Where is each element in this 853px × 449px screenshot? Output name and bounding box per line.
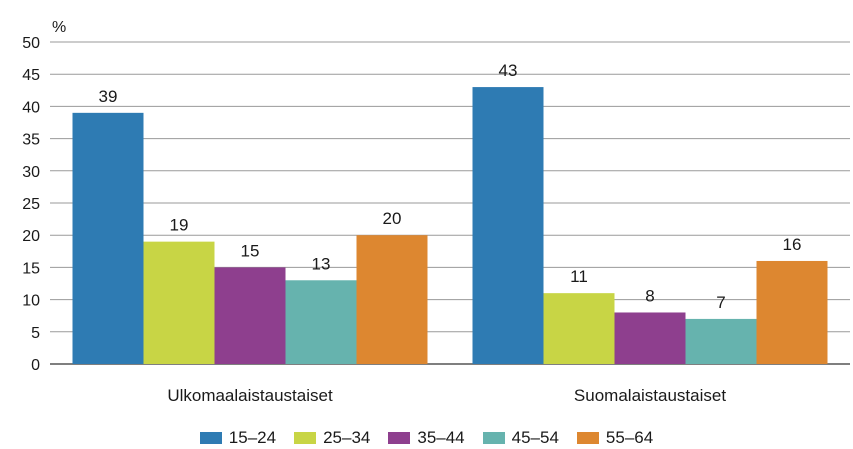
legend-item: 15–24 [199,428,277,448]
y-tick-label: 10 [22,293,40,310]
bar [756,260,828,364]
data-label: 20 [383,209,402,228]
bar [72,112,144,364]
bars [72,87,828,364]
data-label: 43 [499,61,518,80]
legend-swatch [199,432,222,444]
legend-label: 15–24 [228,428,277,447]
y-tick-label: 5 [31,325,40,342]
legend-item: 25–34 [294,428,370,448]
category-label: Suomalaistaustaiset [574,386,726,405]
legend-item: 45–54 [482,428,559,448]
data-label: 8 [645,286,654,305]
bar [472,87,544,364]
legend-label: 25–34 [323,428,371,447]
y-tick-label: 35 [22,132,40,149]
y-tick-label: 50 [22,35,40,52]
y-tick-label: 0 [31,357,40,374]
data-label: 16 [783,235,802,254]
data-label: 11 [570,267,588,286]
data-label: 15 [241,241,260,260]
legend-swatch [576,432,599,444]
legend-label: 55–64 [605,428,654,447]
bar [685,318,757,364]
legend-item: 35–44 [388,428,465,448]
bar [143,241,215,364]
bar [356,235,428,364]
y-tick-label: 20 [22,228,40,245]
legend-swatch [482,432,505,444]
data-label: 7 [716,293,725,312]
legend-swatch [388,432,411,444]
y-tick-label: 15 [22,260,40,277]
y-axis-unit-label: % [52,19,66,36]
legend-label: 35–44 [417,428,465,447]
legend-label: 45–54 [511,428,559,447]
legend-swatch [294,432,317,444]
legend-item: 55–64 [576,428,654,448]
bar-chart: 0 5 10 15 20 25 30 35 40 45 50 % 39 19 15 13 20 43 11 8 7 1… [22,19,850,405]
y-tick-label: 45 [22,67,40,84]
bar [214,267,286,364]
y-tick-label: 30 [22,164,40,181]
bar [614,312,686,364]
y-tick-labels: 0 5 10 15 20 25 30 35 40 45 50 [22,35,40,374]
data-label: 19 [170,216,189,235]
category-label: Ulkomaalaistaustaiset [167,386,333,405]
data-label: 39 [99,87,118,106]
data-label: 13 [312,254,331,273]
legend: 15–24 25–34 35–44 45–54 55–64 [0,428,853,448]
y-tick-label: 25 [22,196,40,213]
data-labels: 39 19 15 13 20 43 11 8 7 16 [99,61,802,312]
y-tick-label: 40 [22,99,40,116]
bar [285,280,357,364]
bar [543,293,615,364]
category-labels: Ulkomaalaistaustaiset Suomalaistaustaiset [167,386,726,405]
